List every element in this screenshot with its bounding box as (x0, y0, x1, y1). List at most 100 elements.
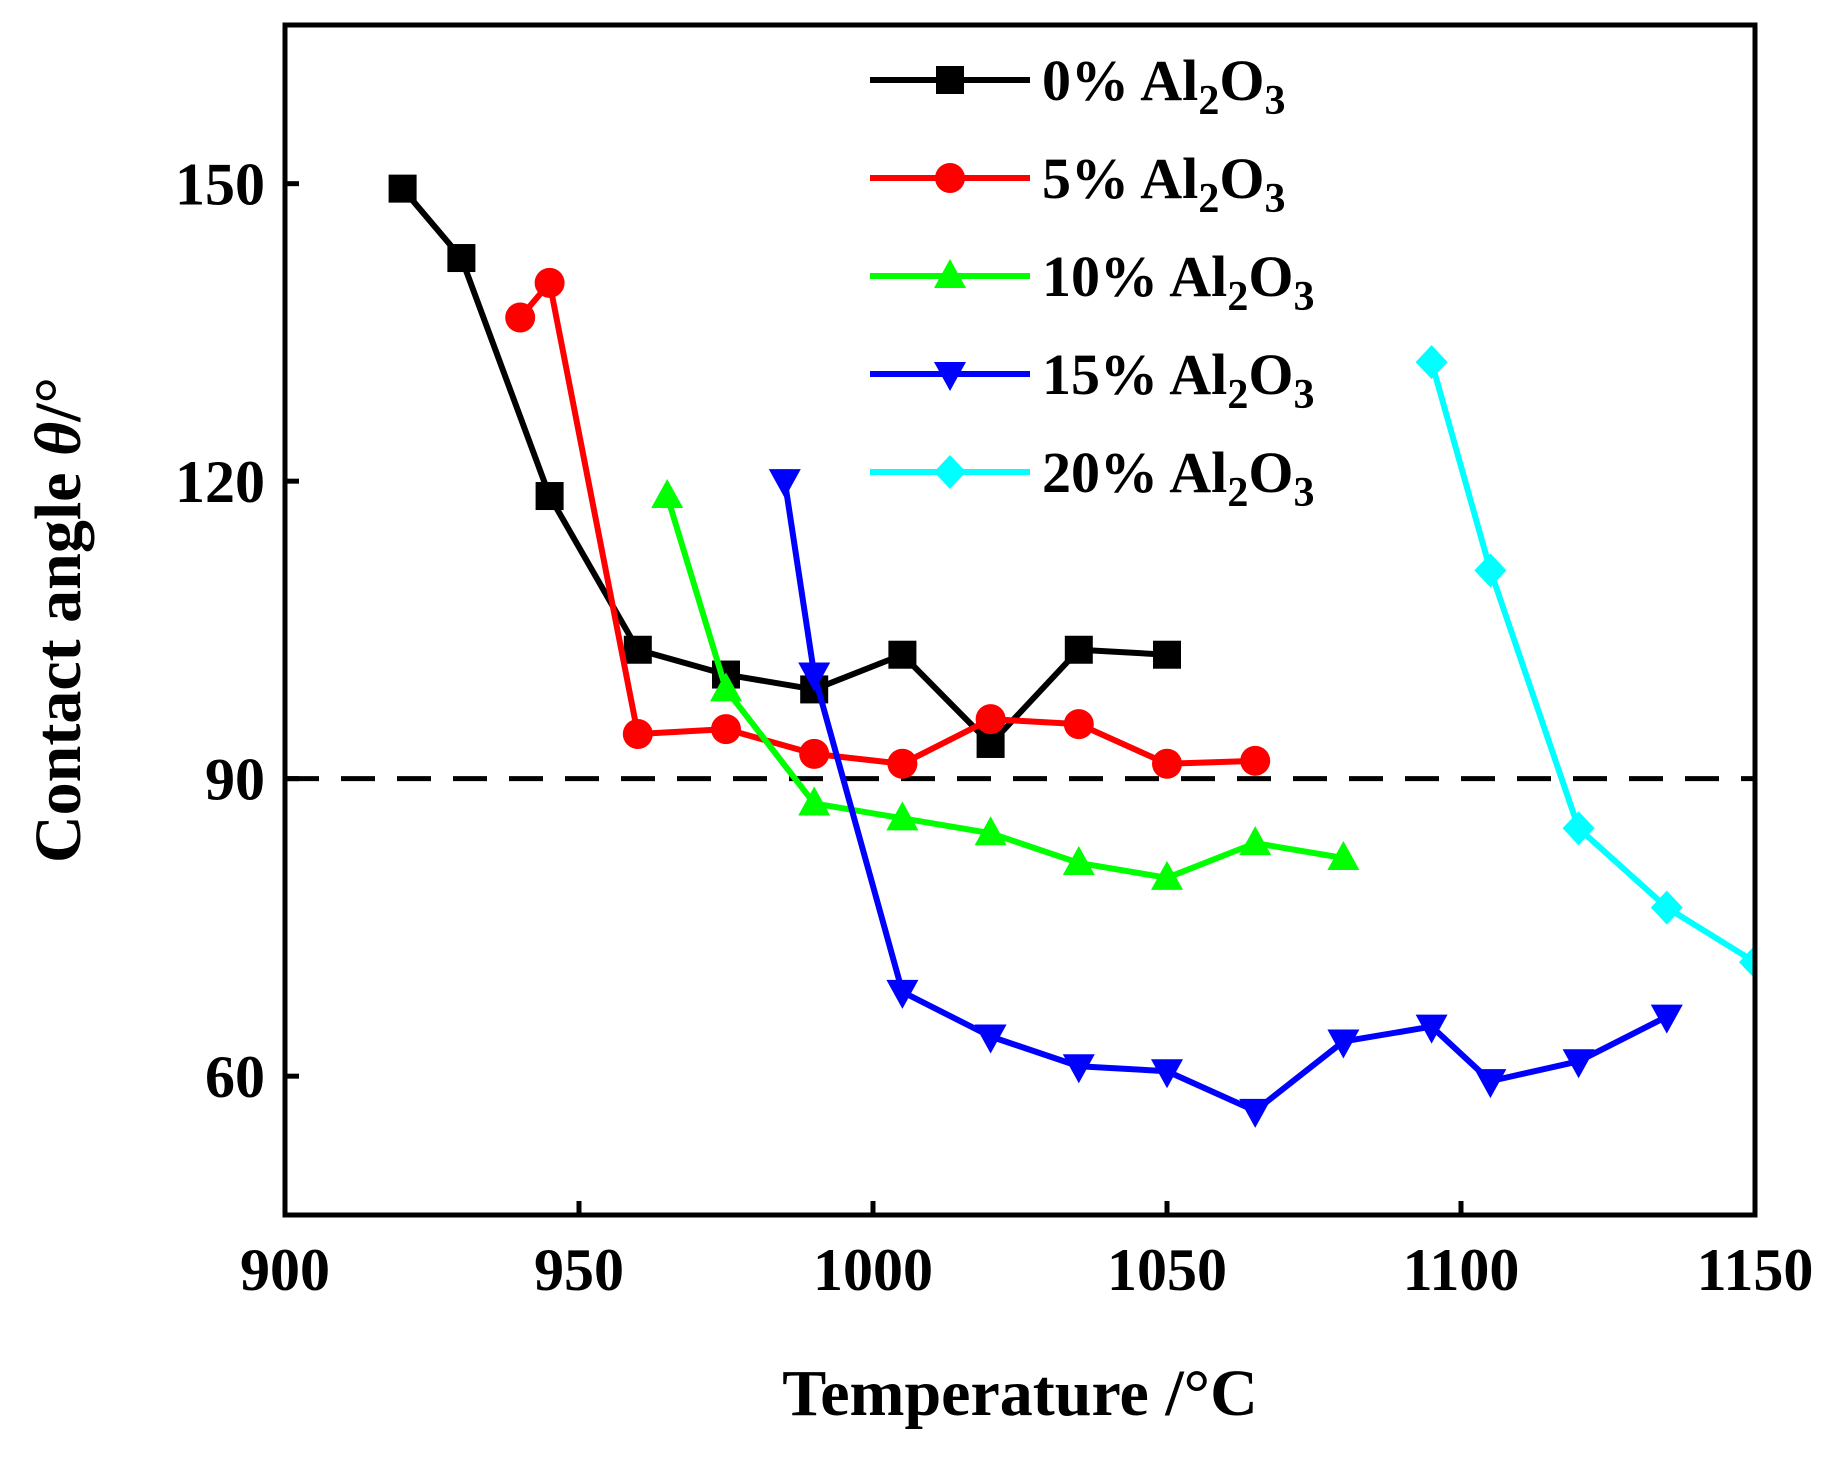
x-tick-label: 1050 (1107, 1237, 1227, 1303)
legend-swatch-marker (934, 259, 966, 288)
legend-swatch-marker (934, 455, 966, 489)
data-point (447, 244, 476, 273)
data-point (1415, 1014, 1448, 1044)
data-point (886, 801, 919, 831)
y-axis-title-symbol: θ (22, 422, 95, 456)
legend-label: 5% Al2O3 (1042, 146, 1285, 222)
y-tick-label: 150 (175, 152, 265, 218)
data-point (974, 1024, 1007, 1054)
y-axis-title-text: Contact angle (22, 456, 95, 863)
legend-label-prefix: 0% Al (1042, 48, 1198, 113)
legend-label-mid: O (1248, 342, 1293, 407)
data-point (651, 479, 684, 509)
data-point (1415, 345, 1448, 380)
data-point (798, 786, 831, 816)
series-line (517, 279, 1256, 767)
legend-item: 15% Al2O3 (870, 342, 1314, 418)
data-point (1474, 1069, 1507, 1099)
x-tick-label: 950 (534, 1237, 624, 1303)
series-2 (651, 479, 1360, 890)
data-point (1327, 841, 1360, 870)
data-point (1474, 553, 1507, 588)
x-axis-title: Temperature /°C (782, 1357, 1258, 1430)
series-line (781, 480, 1669, 1114)
data-point (710, 672, 742, 702)
data-point (505, 302, 536, 333)
data-point (1562, 811, 1595, 846)
data-point (1151, 860, 1183, 890)
legend-item: 5% Al2O3 (870, 146, 1285, 222)
legend-label-prefix: 20% Al (1042, 440, 1227, 505)
x-axis: 900 950 1000 1050 1100 1150 (240, 1201, 1813, 1303)
legend-label-sub: 2 (1227, 274, 1248, 320)
legend-label: 20% Al2O3 (1042, 440, 1314, 516)
legend-label-sub: 3 (1293, 274, 1314, 320)
legend-label-sub: 2 (1198, 78, 1219, 124)
data-point (798, 662, 831, 692)
data-point (975, 704, 1006, 735)
legend-swatch-marker (934, 362, 966, 391)
data-point (1239, 826, 1272, 856)
legend-label-sub: 3 (1293, 372, 1314, 418)
series-line (664, 495, 1344, 881)
y-tick-label: 90 (205, 747, 265, 813)
x-tick-label: 1100 (1403, 1237, 1520, 1303)
series-3 (768, 469, 1683, 1128)
series-line (1428, 361, 1755, 965)
legend-item: 10% Al2O3 (870, 244, 1314, 320)
data-point (534, 267, 565, 298)
legend-label-prefix: 10% Al (1042, 244, 1227, 309)
data-point (1739, 945, 1755, 980)
data-point (1562, 1049, 1595, 1079)
data-point (976, 729, 1005, 758)
data-point (1062, 1054, 1095, 1084)
data-point (535, 482, 564, 511)
legend-label-sub: 3 (1293, 470, 1314, 516)
y-axis: 60 90 120 150 (175, 152, 299, 1110)
y-axis-title: Contact angle θ/° (22, 377, 95, 863)
legend-label-sub: 2 (1198, 176, 1219, 222)
legend-label-mid: O (1248, 440, 1293, 505)
data-point (1062, 845, 1095, 875)
data-point (622, 719, 653, 750)
x-tick-label: 1000 (813, 1237, 933, 1303)
data-point (1650, 1004, 1683, 1034)
y-axis-title-unit: /° (22, 377, 95, 423)
data-point (1151, 1059, 1183, 1089)
data-point (1152, 748, 1182, 779)
data-point (1153, 640, 1181, 669)
legend-label: 10% Al2O3 (1042, 244, 1314, 320)
plot-frame (282, 22, 1758, 1218)
data-point (1650, 890, 1683, 925)
legend-label-sub: 2 (1227, 470, 1248, 516)
data-point (768, 469, 801, 499)
legend-label-sub: 3 (1264, 78, 1285, 124)
legend-item: 20% Al2O3 (870, 440, 1314, 516)
legend-label-prefix: 15% Al (1042, 342, 1227, 407)
data-point (711, 714, 741, 745)
data-point (974, 816, 1007, 846)
data-point (1064, 635, 1093, 664)
data-point (623, 635, 652, 664)
x-tick-label: 900 (240, 1237, 330, 1303)
data-point (888, 640, 917, 669)
series-1 (505, 267, 1271, 779)
series-4 (1415, 345, 1755, 980)
legend-label-sub: 3 (1264, 176, 1285, 222)
legend-label-mid: O (1248, 244, 1293, 309)
legend-label-sub: 2 (1227, 372, 1248, 418)
legend-swatch-marker (936, 66, 964, 94)
legend-label-mid: O (1219, 146, 1264, 211)
x-tick-label: 1150 (1697, 1237, 1814, 1303)
legend-label: 0% Al2O3 (1042, 48, 1285, 124)
data-point (887, 748, 918, 779)
y-tick-label: 120 (175, 449, 265, 515)
data-point (799, 738, 830, 769)
legend-label-prefix: 5% Al (1042, 146, 1198, 211)
legend-label: 15% Al2O3 (1042, 342, 1314, 418)
legend-item: 0% Al2O3 (870, 48, 1285, 124)
data-point (886, 979, 919, 1009)
legend-label-mid: O (1219, 48, 1264, 113)
